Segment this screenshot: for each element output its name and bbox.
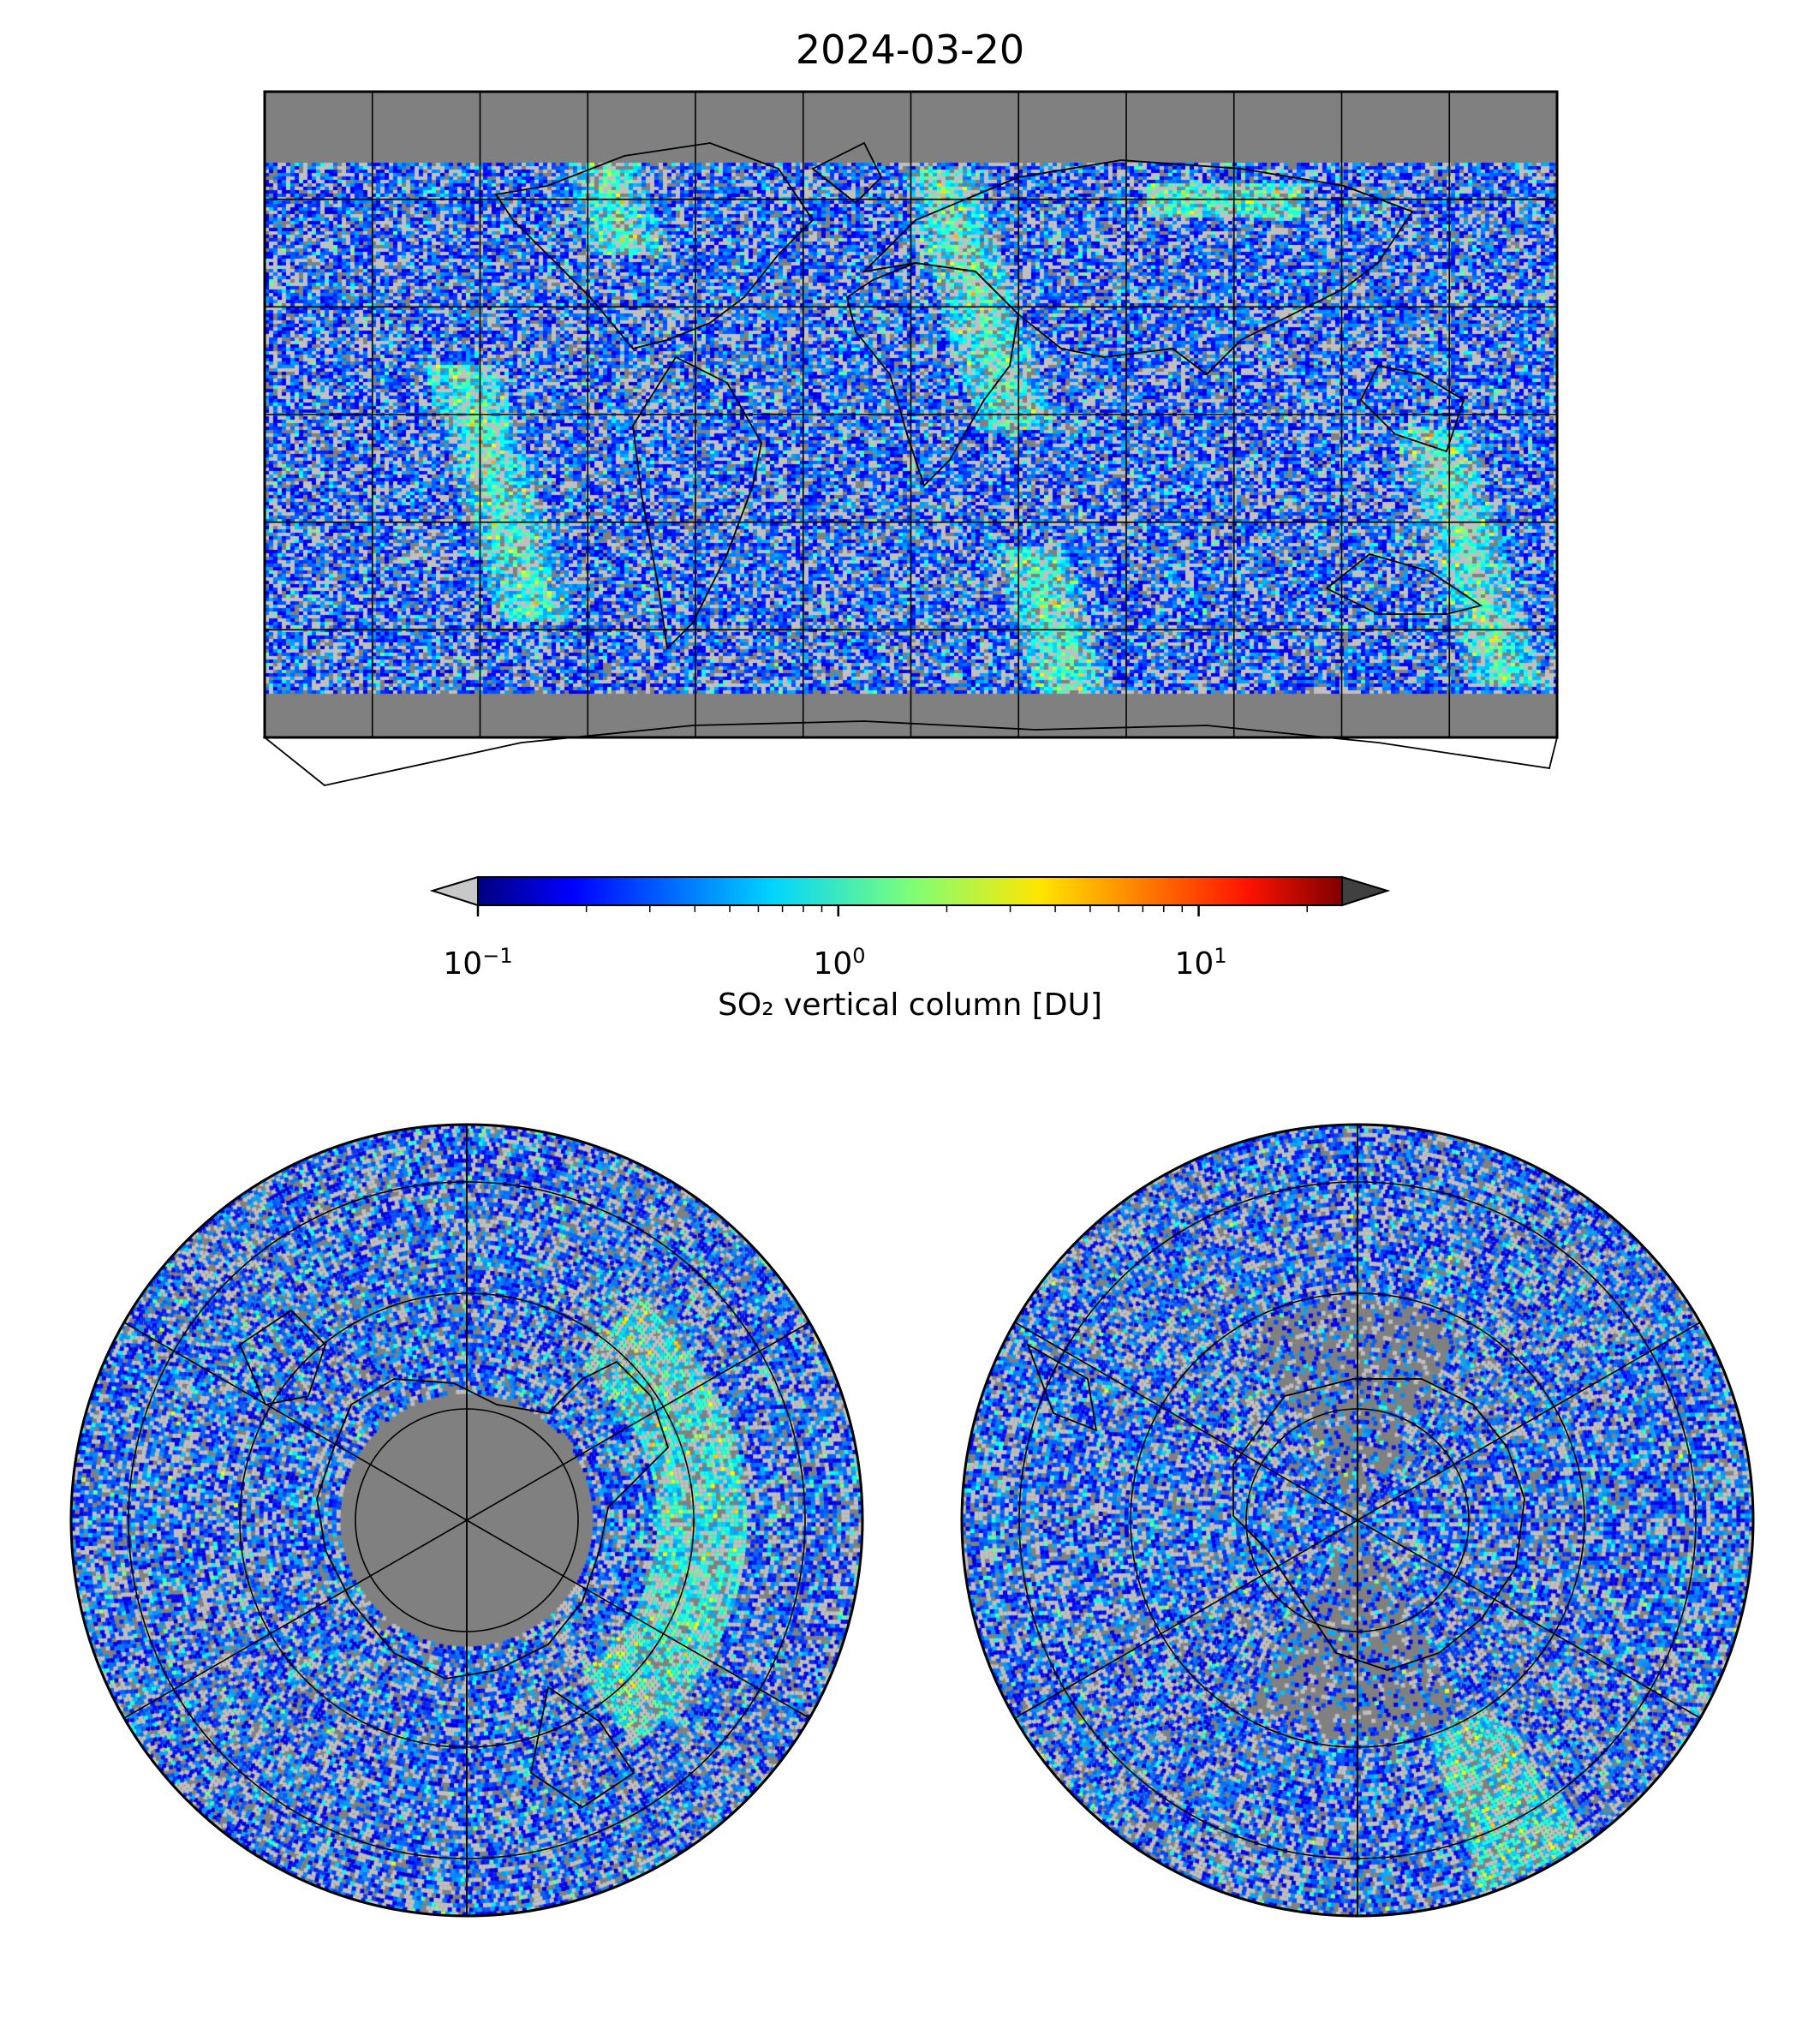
colorbar-label: SO₂ vertical column [DU]: [718, 988, 1102, 1023]
south-map-overlay: [960, 1123, 1755, 1918]
global-gridlines: [265, 92, 1557, 737]
global-map: [262, 90, 1559, 786]
north-gridlines: [123, 1125, 810, 1916]
north-map-frame: [69, 1123, 864, 1918]
north-map-overlay: [69, 1123, 864, 1918]
colorbar-ticks: [476, 905, 1308, 916]
colorbar-tick-label-2: 101: [1174, 944, 1227, 982]
colorbar-tick-label-0: 10−1: [443, 944, 513, 982]
global-map-overlay: [262, 90, 1559, 786]
north-polar-map: [69, 1122, 865, 1919]
south-gridlines: [1014, 1125, 1701, 1916]
north-coastlines: [238, 1309, 670, 1809]
colorbar-gradient: [477, 876, 1343, 906]
colorbar: [429, 875, 1391, 916]
colorbar-under-extension: [429, 875, 479, 907]
south-coastlines: [1026, 1342, 1525, 1671]
colorbar-over-extension: [1341, 875, 1391, 907]
south-map-frame: [960, 1123, 1755, 1918]
global-map-frame: [263, 90, 1559, 739]
south-polar-map: [959, 1122, 1756, 1919]
colorbar-tick-label-1: 100: [813, 944, 866, 982]
map-title: 2024-03-20: [795, 27, 1025, 73]
